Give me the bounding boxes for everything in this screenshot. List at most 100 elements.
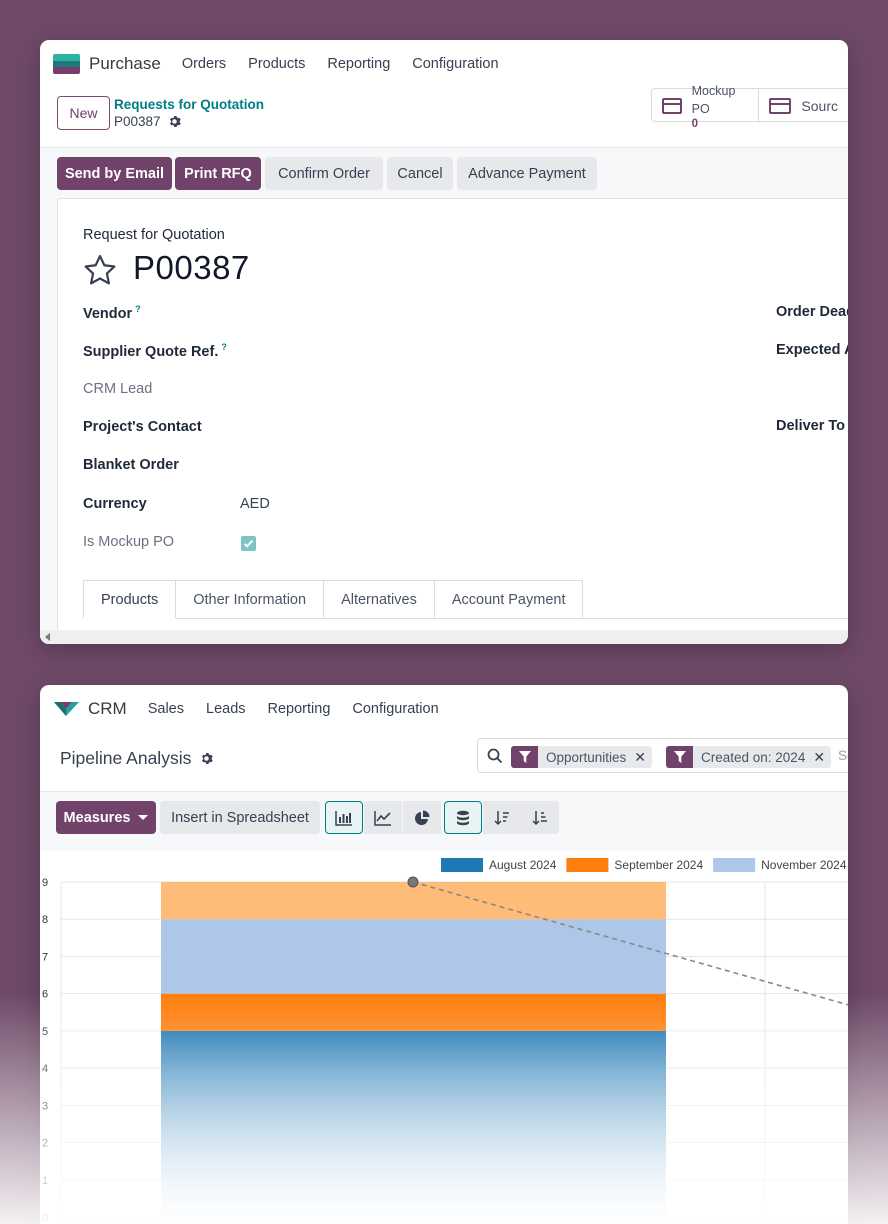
star-icon[interactable]	[83, 254, 117, 291]
legend-swatch	[566, 858, 609, 872]
bar-segment-november-2024	[161, 919, 666, 994]
nav-configuration[interactable]: Configuration	[352, 701, 439, 717]
crm-window: CRM Sales Leads Reporting Configuration …	[40, 685, 848, 1224]
stacked-icon[interactable]	[444, 801, 482, 834]
crm-app-name[interactable]: CRM	[88, 699, 127, 718]
send-by-email-button[interactable]: Send by Email	[57, 157, 172, 190]
blanket-order-label: Blanket Order	[83, 457, 179, 473]
nav-leads[interactable]: Leads	[206, 701, 246, 717]
mockup-po-button[interactable]: Mockup PO 0	[652, 85, 760, 130]
y-tick-label: 5	[42, 1026, 48, 1038]
stacked-bar-chart[interactable]: 0 1 2 3 4 5 6 7 8 9 August 2024 September 2024 Novem…	[40, 851, 848, 1224]
crm-app-icon[interactable]	[53, 699, 80, 719]
legend-label: August 2024	[489, 858, 557, 872]
nav-sales[interactable]: Sales	[147, 701, 184, 717]
purchase-top-nav: Purchase Orders Products Reporting Confi…	[40, 40, 848, 88]
line-chart-icon[interactable]	[364, 801, 402, 834]
search-input[interactable]: Se	[838, 748, 848, 763]
tab-other-information[interactable]: Other Information	[176, 580, 325, 619]
nav-products[interactable]: Products	[248, 56, 306, 72]
control-panel: New Requests for Quotation P00387 Mockup…	[40, 85, 848, 146]
source-button[interactable]: Sourc	[759, 89, 848, 123]
y-tick-label: 9	[42, 877, 48, 889]
supplier-ref-label: Supplier Quote Ref.?	[83, 342, 227, 360]
bar-segment-september-2024	[161, 993, 666, 1031]
help-icon[interactable]: ?	[221, 342, 227, 352]
smart-buttons: Mockup PO 0 Sourc	[651, 85, 848, 130]
legend-label: November 2024	[761, 858, 847, 872]
page-title-text: Pipeline Analysis	[60, 748, 192, 768]
filter-icon	[666, 746, 693, 768]
crm-top-nav: CRM Sales Leads Reporting Configuration	[40, 685, 848, 733]
legend-swatch	[713, 858, 756, 872]
help-icon[interactable]: ?	[135, 304, 141, 314]
currency-label: Currency	[83, 496, 147, 512]
page-title: Pipeline Analysis	[60, 748, 214, 769]
search-icon[interactable]	[487, 748, 503, 769]
notebook-tabs: Products Other Information Alternatives …	[83, 580, 584, 619]
cancel-button[interactable]: Cancel	[387, 157, 453, 190]
measures-button[interactable]: Measures	[56, 801, 156, 834]
gear-icon[interactable]	[168, 115, 181, 128]
y-tick-label: 7	[42, 951, 48, 963]
y-tick-label: 1	[42, 1175, 48, 1187]
pie-chart-icon[interactable]	[403, 801, 441, 834]
advance-payment-button[interactable]: Advance Payment	[457, 157, 597, 190]
y-tick-label: 4	[42, 1063, 48, 1075]
bar-chart-icon[interactable]	[325, 801, 363, 834]
project-contact-label: Project's Contact	[83, 419, 202, 435]
supplier-ref-label-text: Supplier Quote Ref.	[83, 343, 219, 360]
deliver-to-label: Deliver To	[776, 418, 846, 434]
print-rfq-button[interactable]: Print RFQ	[175, 157, 261, 190]
sort-asc-icon[interactable]	[521, 801, 559, 834]
facet-label: Created on: 2024	[701, 749, 806, 765]
vendor-label: Vendor?	[83, 304, 141, 322]
close-icon[interactable]: ✕	[813, 748, 826, 765]
close-icon[interactable]: ✕	[634, 748, 647, 765]
tab-alternatives[interactable]: Alternatives	[324, 580, 435, 619]
purchase-window: Purchase Orders Products Reporting Confi…	[40, 40, 848, 644]
document-type: Request for Quotation	[83, 227, 225, 243]
y-tick-label: 2	[42, 1138, 48, 1150]
insert-in-spreadsheet-button[interactable]: Insert in Spreadsheet	[160, 801, 320, 834]
tab-products[interactable]: Products	[83, 580, 177, 619]
nav-reporting[interactable]: Reporting	[327, 56, 391, 72]
mockup-po-checkbox[interactable]	[241, 536, 256, 551]
chart-area: 0 1 2 3 4 5 6 7 8 9 August 2024 September 2024 Novem…	[40, 851, 848, 1224]
mockup-po-label: Mockup PO	[691, 84, 736, 116]
tab-account-payment[interactable]: Account Payment	[434, 580, 584, 619]
trend-line	[412, 881, 848, 1006]
purchase-app-icon[interactable]	[53, 54, 80, 74]
bar-segment-august-2024	[161, 1030, 666, 1217]
nav-reporting[interactable]: Reporting	[267, 701, 331, 717]
new-button[interactable]: New	[57, 96, 110, 130]
crm-lead-label: CRM Lead	[83, 381, 153, 397]
nav-configuration[interactable]: Configuration	[412, 56, 499, 72]
legend-swatch	[441, 858, 483, 872]
facet-label: Opportunities	[546, 749, 627, 765]
app-name[interactable]: Purchase	[89, 54, 161, 73]
source-label: Sourc	[801, 97, 838, 114]
breadcrumb-parent[interactable]: Requests for Quotation	[114, 97, 265, 112]
horizontal-scrollbar[interactable]	[40, 630, 848, 644]
confirm-order-button[interactable]: Confirm Order	[265, 157, 383, 190]
search-bar[interactable]: Opportunities ✕ Created on: 2024 ✕ Se	[477, 738, 848, 773]
breadcrumb-current-label: P00387	[114, 114, 161, 129]
measures-label: Measures	[63, 809, 131, 826]
breadcrumb-current: P00387	[114, 114, 181, 129]
y-tick-label: 0	[42, 1212, 48, 1224]
graph-toolbar: Measures Insert in Spreadsheet	[40, 791, 848, 851]
scroll-left-icon[interactable]	[45, 633, 50, 641]
nav-orders[interactable]: Orders	[181, 56, 227, 72]
form-background: Request for Quotation P00387 Vendor? Sup…	[40, 198, 848, 644]
filter-facet-created-on: Created on: 2024 ✕	[666, 746, 832, 768]
mockup-po-label: Is Mockup PO	[83, 534, 175, 550]
trend-point	[407, 876, 419, 888]
sort-desc-icon[interactable]	[483, 801, 521, 834]
expected-arrival-label: Expected A	[776, 342, 848, 358]
y-tick-label: 3	[42, 1100, 48, 1112]
currency-value[interactable]: AED	[240, 496, 270, 512]
form-sheet: Request for Quotation P00387 Vendor? Sup…	[57, 198, 848, 634]
credit-card-icon	[769, 98, 792, 114]
gear-icon[interactable]	[200, 752, 214, 765]
